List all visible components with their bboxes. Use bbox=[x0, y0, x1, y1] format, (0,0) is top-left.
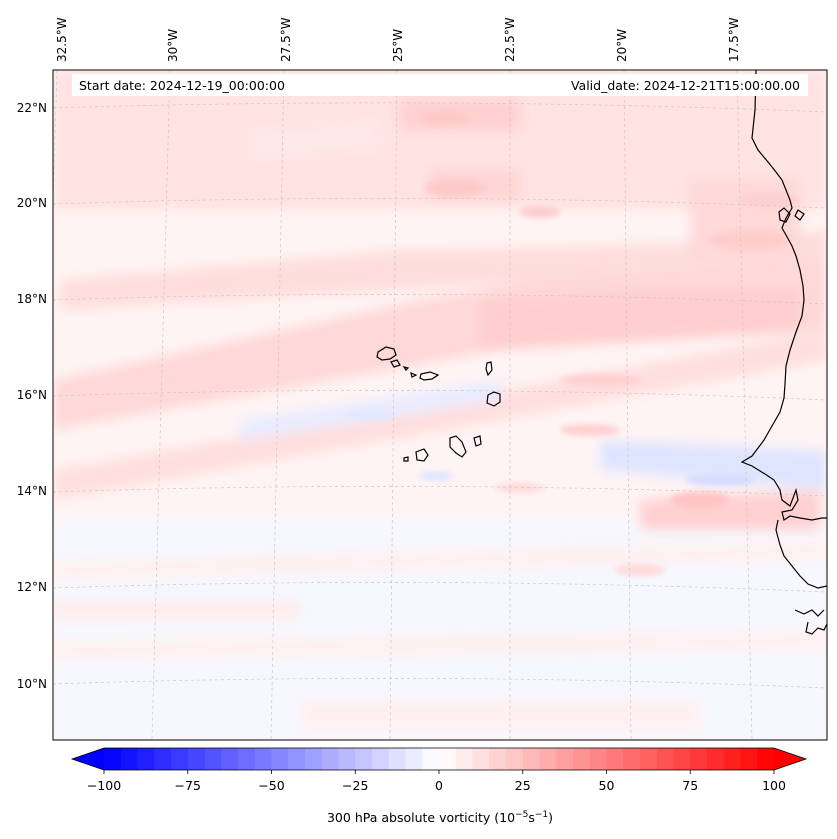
colorbar-segment bbox=[506, 748, 524, 770]
colorbar-segment bbox=[405, 748, 423, 770]
lat-label-12n: 12°N bbox=[17, 580, 47, 594]
colorbar-segment bbox=[422, 748, 440, 770]
colorbar-segment bbox=[723, 748, 741, 770]
colorbar-segment bbox=[439, 748, 457, 770]
colorbar-segment bbox=[455, 748, 473, 770]
colorbar-segment bbox=[757, 748, 775, 770]
colorbar-segment bbox=[204, 748, 222, 770]
lon-label-32-5w: 32.5°W bbox=[55, 17, 69, 62]
colorbar-segment bbox=[187, 748, 205, 770]
lon-label-30w: 30°W bbox=[166, 29, 180, 62]
lon-label-25w: 25°W bbox=[391, 29, 405, 62]
colorbar-segment bbox=[388, 748, 406, 770]
colorbar-segment bbox=[606, 748, 624, 770]
colorbar-tick-label: −100 bbox=[87, 778, 121, 793]
colorbar-segment bbox=[522, 748, 540, 770]
island-fogo bbox=[415, 448, 429, 462]
colorbar-tick-label: 0 bbox=[435, 778, 443, 793]
colorbar-segment bbox=[338, 748, 356, 770]
colorbar-segment bbox=[489, 748, 507, 770]
colorbar-segment bbox=[321, 748, 339, 770]
colorbar-segment bbox=[690, 748, 708, 770]
lon-label-20w: 20°W bbox=[615, 29, 629, 62]
colorbar-tick-label: 75 bbox=[682, 778, 698, 793]
island-santo-antao bbox=[376, 346, 397, 361]
colorbar-segment bbox=[271, 748, 289, 770]
colorbar-segment bbox=[221, 748, 239, 770]
colorbar-tick-label: −50 bbox=[258, 778, 284, 793]
island-sal bbox=[485, 361, 493, 377]
map-frame bbox=[52, 69, 828, 741]
colorbar-segment bbox=[254, 748, 272, 770]
coastline bbox=[740, 70, 827, 635]
colorbar: −100 −75 −50 −25 0 25 50 75 100 300 hPa absolute… bbox=[70, 747, 808, 825]
lon-label-27-5w: 27.5°W bbox=[279, 17, 293, 62]
colorbar-label: 300 hPa absolute vorticity (10−5s−1) bbox=[327, 810, 553, 825]
island-santa-luzia bbox=[402, 366, 410, 371]
colorbar-extend-min bbox=[72, 748, 104, 770]
colorbar-segment bbox=[104, 748, 122, 770]
africa-coast bbox=[740, 70, 827, 521]
colorbar-segment bbox=[238, 748, 256, 770]
colorbar-segment bbox=[740, 748, 758, 770]
valid-date-text: Valid_date: 2024-12-21T15:00:00.00 bbox=[571, 78, 800, 93]
date-info-background bbox=[72, 74, 808, 96]
colorbar-tick-label: −25 bbox=[342, 778, 368, 793]
colorbar-tick-label: 100 bbox=[762, 778, 786, 793]
map-panel bbox=[52, 69, 828, 741]
colorbar-segment bbox=[120, 748, 138, 770]
colorbar-segment bbox=[573, 748, 591, 770]
colorbar-segment bbox=[305, 748, 323, 770]
colorbar-segment bbox=[355, 748, 373, 770]
island-sao-vicente bbox=[390, 359, 401, 368]
colorbar-segment bbox=[556, 748, 574, 770]
lat-label-20n: 20°N bbox=[17, 196, 47, 210]
colorbar-segment bbox=[640, 748, 658, 770]
lat-label-22n: 22°N bbox=[17, 101, 47, 115]
lat-label-18n: 18°N bbox=[17, 292, 47, 306]
colorbar-segments bbox=[72, 748, 806, 770]
lat-label-14n: 14°N bbox=[17, 484, 47, 498]
vorticity-small-features bbox=[345, 111, 800, 576]
island-sao-nicolau bbox=[410, 371, 440, 381]
island-maio bbox=[473, 435, 482, 447]
cape-verde-islands bbox=[376, 346, 501, 462]
date-info-box: Start date: 2024-12-19_00:00:00 Valid_da… bbox=[72, 74, 808, 96]
graticule bbox=[53, 70, 827, 740]
colorbar-segment bbox=[171, 748, 189, 770]
colorbar-segment bbox=[539, 748, 557, 770]
lat-label-10n: 10°N bbox=[17, 677, 47, 691]
longitude-labels: 32.5°W 30°W 27.5°W 25°W 22.5°W 20°W 17.5… bbox=[55, 17, 741, 62]
island-boa-vista bbox=[486, 391, 501, 407]
colorbar-tick-label: 50 bbox=[599, 778, 615, 793]
latitude-labels: 22°N 20°N 18°N 16°N 14°N 12°N 10°N bbox=[17, 101, 47, 691]
colorbar-tick-label: 25 bbox=[515, 778, 531, 793]
start-date-text: Start date: 2024-12-19_00:00:00 bbox=[79, 78, 285, 93]
colorbar-segment bbox=[656, 748, 674, 770]
colorbar-segment bbox=[137, 748, 155, 770]
colorbar-tick-label: −75 bbox=[175, 778, 201, 793]
colorbar-segment bbox=[589, 748, 607, 770]
colorbar-segment bbox=[372, 748, 390, 770]
colorbar-segment bbox=[623, 748, 641, 770]
colorbar-segment bbox=[472, 748, 490, 770]
island-santiago bbox=[449, 435, 467, 458]
island-brava bbox=[403, 456, 409, 462]
colorbar-extend-max bbox=[774, 748, 806, 770]
colorbar-segment bbox=[673, 748, 691, 770]
colorbar-ticks: −100 −75 −50 −25 0 25 50 75 100 bbox=[87, 770, 786, 793]
colorbar-segment bbox=[154, 748, 172, 770]
colorbar-segment bbox=[288, 748, 306, 770]
lon-label-17-5w: 17.5°W bbox=[727, 17, 741, 62]
lon-label-22-5w: 22.5°W bbox=[503, 17, 517, 62]
colorbar-segment bbox=[707, 748, 725, 770]
lat-label-16n: 16°N bbox=[17, 388, 47, 402]
